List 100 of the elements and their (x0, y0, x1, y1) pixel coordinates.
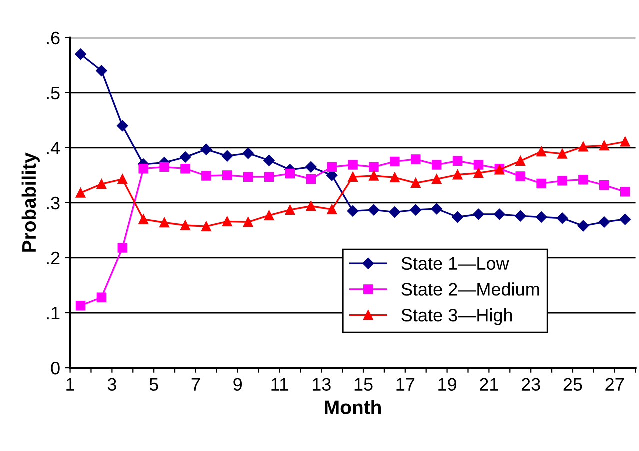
point (348, 172, 358, 182)
y-tick-label: .4 (47, 142, 60, 154)
point (410, 204, 422, 216)
y-tick-label: .6 (47, 32, 60, 45)
x-tick-label: 17 (396, 378, 415, 391)
x-tick-label: 27 (606, 378, 624, 391)
point (222, 170, 232, 180)
point (536, 146, 546, 157)
point (327, 204, 337, 214)
point (243, 217, 254, 228)
point (96, 292, 107, 302)
point (411, 154, 421, 164)
point (222, 150, 233, 162)
point (202, 222, 212, 232)
x-tick-label: 19 (438, 378, 456, 391)
point (389, 206, 401, 218)
y-tick-label: .3 (47, 196, 60, 210)
point (118, 243, 128, 253)
point (600, 180, 610, 190)
point (620, 214, 631, 226)
point (306, 201, 316, 212)
point (578, 142, 588, 152)
point (180, 152, 192, 163)
point (452, 156, 463, 166)
point (474, 168, 484, 178)
point (264, 172, 274, 182)
point (369, 162, 379, 172)
point (600, 140, 610, 151)
point (117, 120, 128, 132)
y-tick-label: .1 (47, 307, 60, 320)
point (516, 172, 526, 182)
y-tick-label: 0 (51, 362, 60, 375)
y-tick-label: .5 (47, 87, 60, 100)
point (473, 208, 484, 220)
point (369, 171, 379, 181)
point (180, 220, 190, 230)
x-tick-label: 23 (522, 378, 540, 391)
point (96, 179, 107, 190)
point (306, 162, 317, 173)
point (598, 216, 610, 228)
point (620, 187, 630, 197)
point (432, 160, 442, 170)
point (390, 156, 400, 167)
x-tick-label: 11 (272, 378, 288, 391)
point (620, 137, 630, 147)
legend-label: State 2—Medium (402, 282, 540, 296)
point (243, 172, 254, 182)
point (431, 203, 442, 215)
point (242, 148, 254, 160)
point (180, 164, 190, 174)
point (474, 160, 484, 170)
point (368, 204, 380, 216)
point (390, 172, 400, 182)
x-tick-label: 13 (312, 378, 331, 391)
point (578, 220, 590, 232)
point (285, 168, 296, 179)
point (76, 188, 86, 198)
point (327, 162, 337, 172)
point (75, 48, 86, 60)
point (160, 162, 170, 172)
point (452, 212, 464, 223)
point (411, 178, 421, 188)
y-tick-label: .2 (47, 252, 60, 265)
point (264, 210, 274, 220)
x-tick-label: 7 (192, 378, 200, 391)
point (202, 171, 212, 181)
y-axis-title: Probability (22, 152, 40, 252)
point (138, 164, 148, 174)
point (432, 174, 442, 184)
point (558, 176, 568, 186)
point (515, 210, 526, 222)
point (536, 212, 548, 223)
point (558, 149, 568, 159)
x-tick-label: 9 (234, 378, 242, 391)
point (452, 170, 463, 180)
x-tick-label: 25 (564, 378, 582, 391)
point (222, 216, 232, 227)
point (200, 144, 212, 156)
point (285, 205, 296, 215)
point (348, 160, 358, 170)
point (578, 174, 588, 185)
point (264, 154, 275, 166)
point (138, 214, 148, 224)
legend-label: State 3—High (402, 308, 512, 326)
point (494, 208, 506, 220)
point (96, 65, 108, 77)
x-tick-label: 1 (66, 378, 74, 391)
point (536, 178, 546, 189)
x-tick-label: 15 (354, 378, 373, 391)
point (556, 212, 568, 224)
x-tick-label: 3 (108, 378, 116, 391)
x-tick-label: 21 (480, 378, 498, 391)
point (516, 156, 526, 166)
point (347, 206, 359, 217)
point (118, 174, 128, 184)
x-tick-label: 5 (150, 378, 158, 391)
point (160, 218, 170, 228)
point (76, 300, 86, 311)
legend-label: State 1—Low (402, 257, 510, 270)
point (306, 174, 316, 184)
